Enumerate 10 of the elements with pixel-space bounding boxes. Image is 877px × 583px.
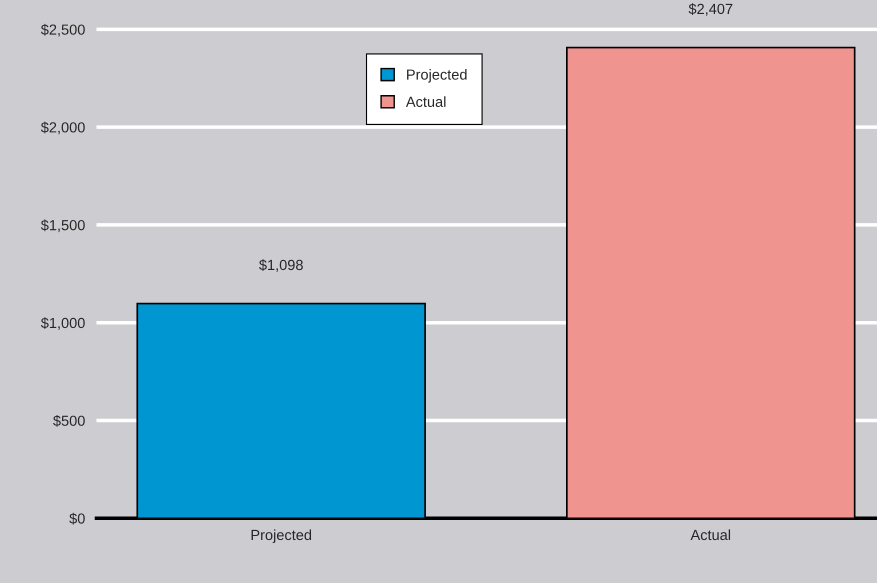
- text: $2,407: [688, 3, 732, 16]
- text: $1,098: [259, 259, 303, 272]
- y-tick-label: $1,000: [40, 317, 85, 330]
- y-tick-label: $2,000: [40, 122, 85, 134]
- y-tick-label: $0: [69, 512, 85, 525]
- y-tick-label: $2,500: [40, 24, 85, 36]
- legend-label: Actual: [406, 96, 446, 107]
- legend-label: Projected: [407, 69, 467, 83]
- y-tick-label: $500: [53, 414, 85, 427]
- y-tick-label: $1,500: [40, 219, 85, 232]
